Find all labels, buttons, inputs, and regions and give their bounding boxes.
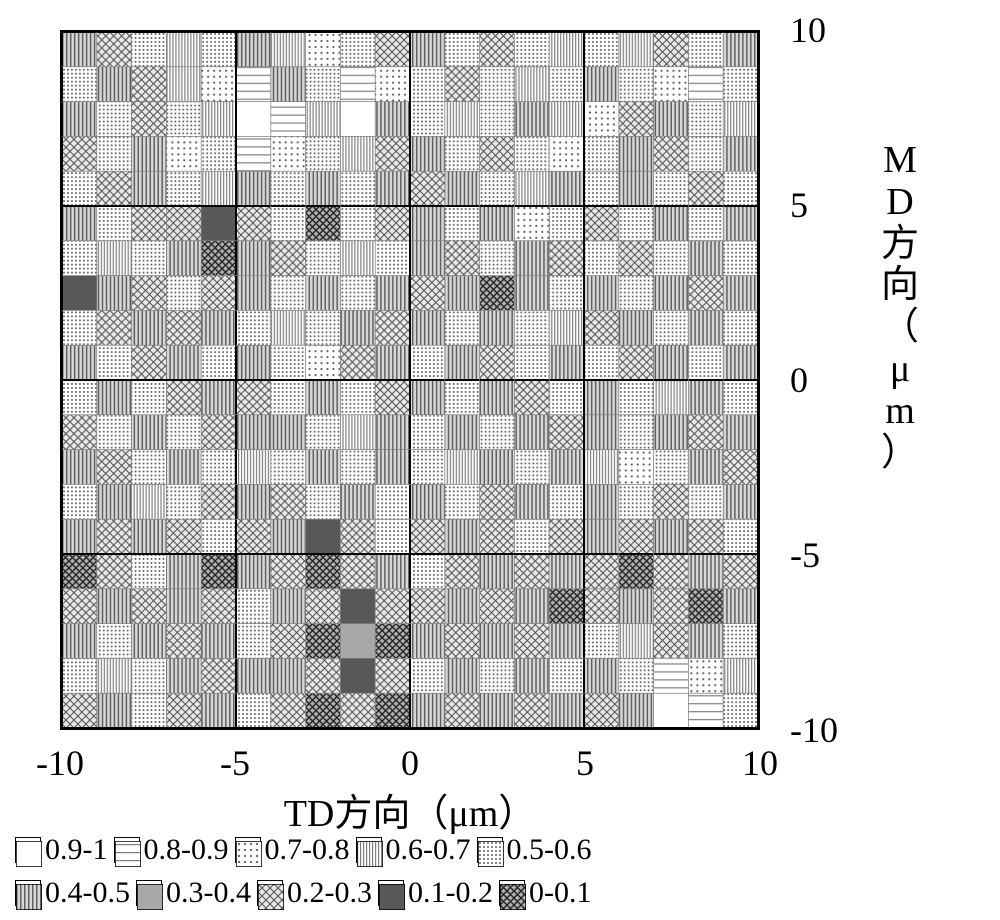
x-tick-label: -5 [195, 742, 275, 784]
legend-item: 0.1-0.2 [378, 873, 493, 912]
y-tick-label: -5 [790, 534, 870, 576]
legend-label: 0.6-0.7 [386, 830, 471, 869]
legend-swatch [356, 837, 382, 863]
legend-label: 0.1-0.2 [408, 873, 493, 912]
legend-swatch [15, 837, 41, 863]
x-tick-label: -10 [20, 742, 100, 784]
legend-item: 0.6-0.7 [356, 830, 471, 869]
y-tick-label: -10 [790, 709, 870, 751]
legend-swatch [114, 837, 140, 863]
x-tick-label: 5 [545, 742, 625, 784]
legend-label: 0.8-0.9 [144, 830, 229, 869]
legend-item: 0.7-0.8 [235, 830, 350, 869]
legend-item: 0.9-1 [15, 830, 108, 869]
legend-swatch [257, 880, 283, 906]
legend-item: 0.5-0.6 [477, 830, 592, 869]
x-axis-label: TD方向（μm） [60, 782, 760, 837]
legend-label: 0.9-1 [45, 830, 108, 869]
y-axis-label: MD方向（μm） [880, 140, 920, 474]
plot-svg [62, 32, 758, 728]
legend-swatch [136, 880, 162, 906]
legend-label: 0.5-0.6 [507, 830, 592, 869]
y-tick-label: 0 [790, 359, 870, 401]
legend-swatch [477, 837, 503, 863]
legend-swatch [499, 880, 525, 906]
legend-swatch [378, 880, 404, 906]
legend-label: 0.7-0.8 [265, 830, 350, 869]
y-tick-label: 10 [790, 9, 870, 51]
legend-item: 0-0.1 [499, 873, 592, 912]
legend-label: 0.3-0.4 [166, 873, 251, 912]
legend-swatch [235, 837, 261, 863]
plot-area [60, 30, 760, 730]
legend-item: 0.4-0.5 [15, 873, 130, 912]
legend-item: 0.8-0.9 [114, 830, 229, 869]
legend-label: 0.2-0.3 [287, 873, 372, 912]
contour-heatmap [60, 30, 760, 730]
legend-swatch [15, 880, 41, 906]
x-tick-label: 10 [720, 742, 800, 784]
x-tick-label: 0 [370, 742, 450, 784]
legend-label: 0.4-0.5 [45, 873, 130, 912]
y-tick-label: 5 [790, 184, 870, 226]
legend-label: 0-0.1 [529, 873, 592, 912]
legend: 0.9-1 0.8-0.9 0.7-0.8 0.6-0.7 0.5-0.6 0.4-0.… [15, 830, 985, 916]
legend-item: 0.2-0.3 [257, 873, 372, 912]
legend-item: 0.3-0.4 [136, 873, 251, 912]
